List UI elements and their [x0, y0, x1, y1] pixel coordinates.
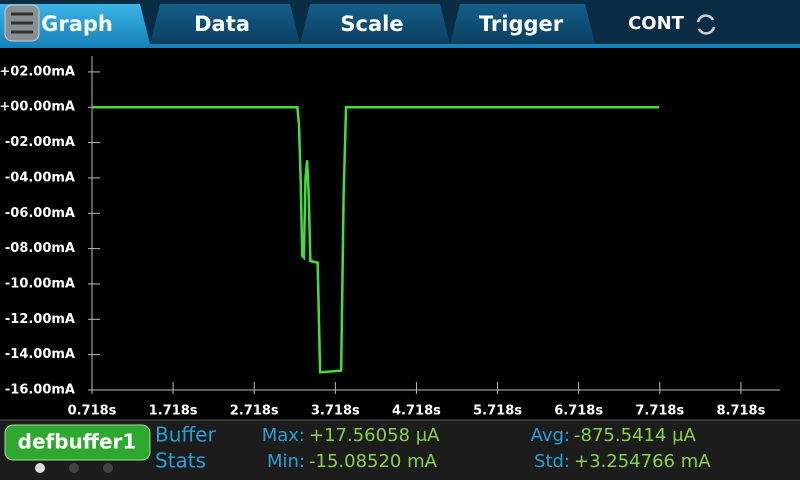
stat-value: +17.56058 μA: [309, 425, 440, 446]
stats-heading: Buffer: [155, 423, 216, 447]
y-tick-label: +02.00mA: [0, 64, 75, 79]
stats-heading: Stats: [155, 449, 206, 473]
tab-label: Data: [194, 12, 250, 36]
x-tick-label: 4.718s: [392, 404, 441, 419]
stat-value: -15.08520 mA: [309, 451, 438, 472]
x-tick-label: 5.718s: [473, 404, 522, 419]
tab-label: Graph: [41, 12, 113, 36]
plot: +02.00mA +00.00mA -02.00mA -04.00mA -06.00mA…: [0, 56, 780, 419]
y-tick-label: -08.00mA: [5, 241, 75, 256]
menu-icon: [11, 12, 33, 34]
y-tick-label: -14.00mA: [5, 347, 75, 362]
y-tick-label: -16.00mA: [5, 383, 75, 398]
tab-graph[interactable]: [0, 4, 800, 48]
stat-label: Std:: [534, 451, 570, 472]
x-tick-label: 8.718s: [716, 404, 765, 419]
y-tick-label: -04.00mA: [5, 170, 75, 185]
data-line: [92, 105, 660, 374]
tab-trigger[interactable]: [450, 4, 595, 44]
y-tick-label: -12.00mA: [5, 312, 75, 327]
page-dot: [69, 463, 79, 473]
y-tick-label: -02.00mA: [5, 135, 75, 150]
stat-label: Min:: [267, 451, 305, 472]
stat-value: -875.5414 μA: [574, 425, 697, 446]
stat-label: Max:: [262, 425, 305, 446]
buffer-button[interactable]: [4, 424, 151, 461]
y-tick-label: -10.00mA: [5, 276, 75, 291]
refresh-icon: [696, 14, 716, 35]
page-dot: [35, 463, 45, 473]
x-tick-label: 2.718s: [230, 404, 279, 419]
tab-label: Trigger: [479, 12, 564, 36]
x-tick-label: 3.718s: [311, 404, 360, 419]
x-tick-label: 1.718s: [149, 404, 198, 419]
page-dot: [103, 463, 113, 473]
stat-value: +3.254766 mA: [574, 451, 711, 472]
x-tick-label: 6.718s: [554, 404, 603, 419]
tab-data[interactable]: [150, 4, 300, 44]
x-tick-label: 7.718s: [635, 404, 684, 419]
tab-label: Scale: [340, 12, 403, 36]
y-tick-label: +00.00mA: [0, 100, 75, 115]
buffer-name: defbuffer1: [18, 430, 137, 454]
x-tick-label: 0.718s: [68, 404, 117, 419]
y-tick-label: -06.00mA: [5, 206, 75, 221]
stat-label: Avg:: [531, 425, 570, 446]
mode-label[interactable]: CONT: [628, 13, 685, 34]
tab-scale[interactable]: [300, 4, 450, 44]
